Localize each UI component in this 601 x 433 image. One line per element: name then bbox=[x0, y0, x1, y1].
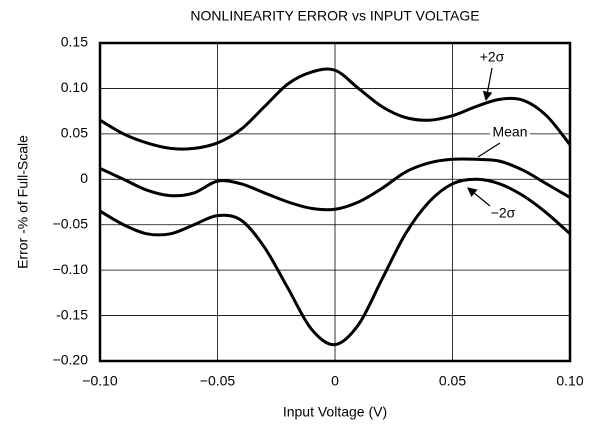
y-tick-label: 0 bbox=[80, 170, 88, 186]
chart-title: NONLINEARITY ERROR vs INPUT VOLTAGE bbox=[190, 8, 479, 24]
label-background bbox=[472, 49, 512, 67]
y-axis-label: Error -% of Full-Scale bbox=[15, 135, 31, 269]
data-line bbox=[99, 177, 571, 347]
plot-frame bbox=[98, 41, 572, 363]
y-tick-label: −0.20 bbox=[53, 352, 89, 368]
series-label: −2σ bbox=[491, 205, 516, 221]
y-tick-label: −0.10 bbox=[53, 261, 89, 277]
y-tick-label: −0.05 bbox=[53, 215, 89, 231]
label-background bbox=[490, 124, 530, 142]
series-label: Mean bbox=[492, 124, 527, 140]
pointer bbox=[467, 187, 491, 207]
x-tick-label: 0 bbox=[331, 373, 339, 389]
y-tick-label: -0.15 bbox=[56, 306, 88, 322]
data-line bbox=[99, 67, 572, 151]
x-tick-label: 0.10 bbox=[556, 373, 583, 389]
series-label: +2σ bbox=[480, 49, 505, 65]
pointer bbox=[482, 67, 493, 102]
x-tick-label: −0.10 bbox=[82, 373, 118, 389]
label-background bbox=[483, 205, 523, 223]
x-tick-label: 0.05 bbox=[439, 373, 466, 389]
y-tick-label: 0.10 bbox=[61, 79, 88, 95]
x-tick-label: −0.05 bbox=[200, 373, 236, 389]
y-tick-label: 0.05 bbox=[61, 125, 88, 141]
x-axis-label: Input Voltage (V) bbox=[283, 404, 387, 420]
y-tick-label: 0.15 bbox=[61, 34, 88, 50]
pointer bbox=[477, 142, 501, 158]
data-line bbox=[99, 157, 571, 212]
